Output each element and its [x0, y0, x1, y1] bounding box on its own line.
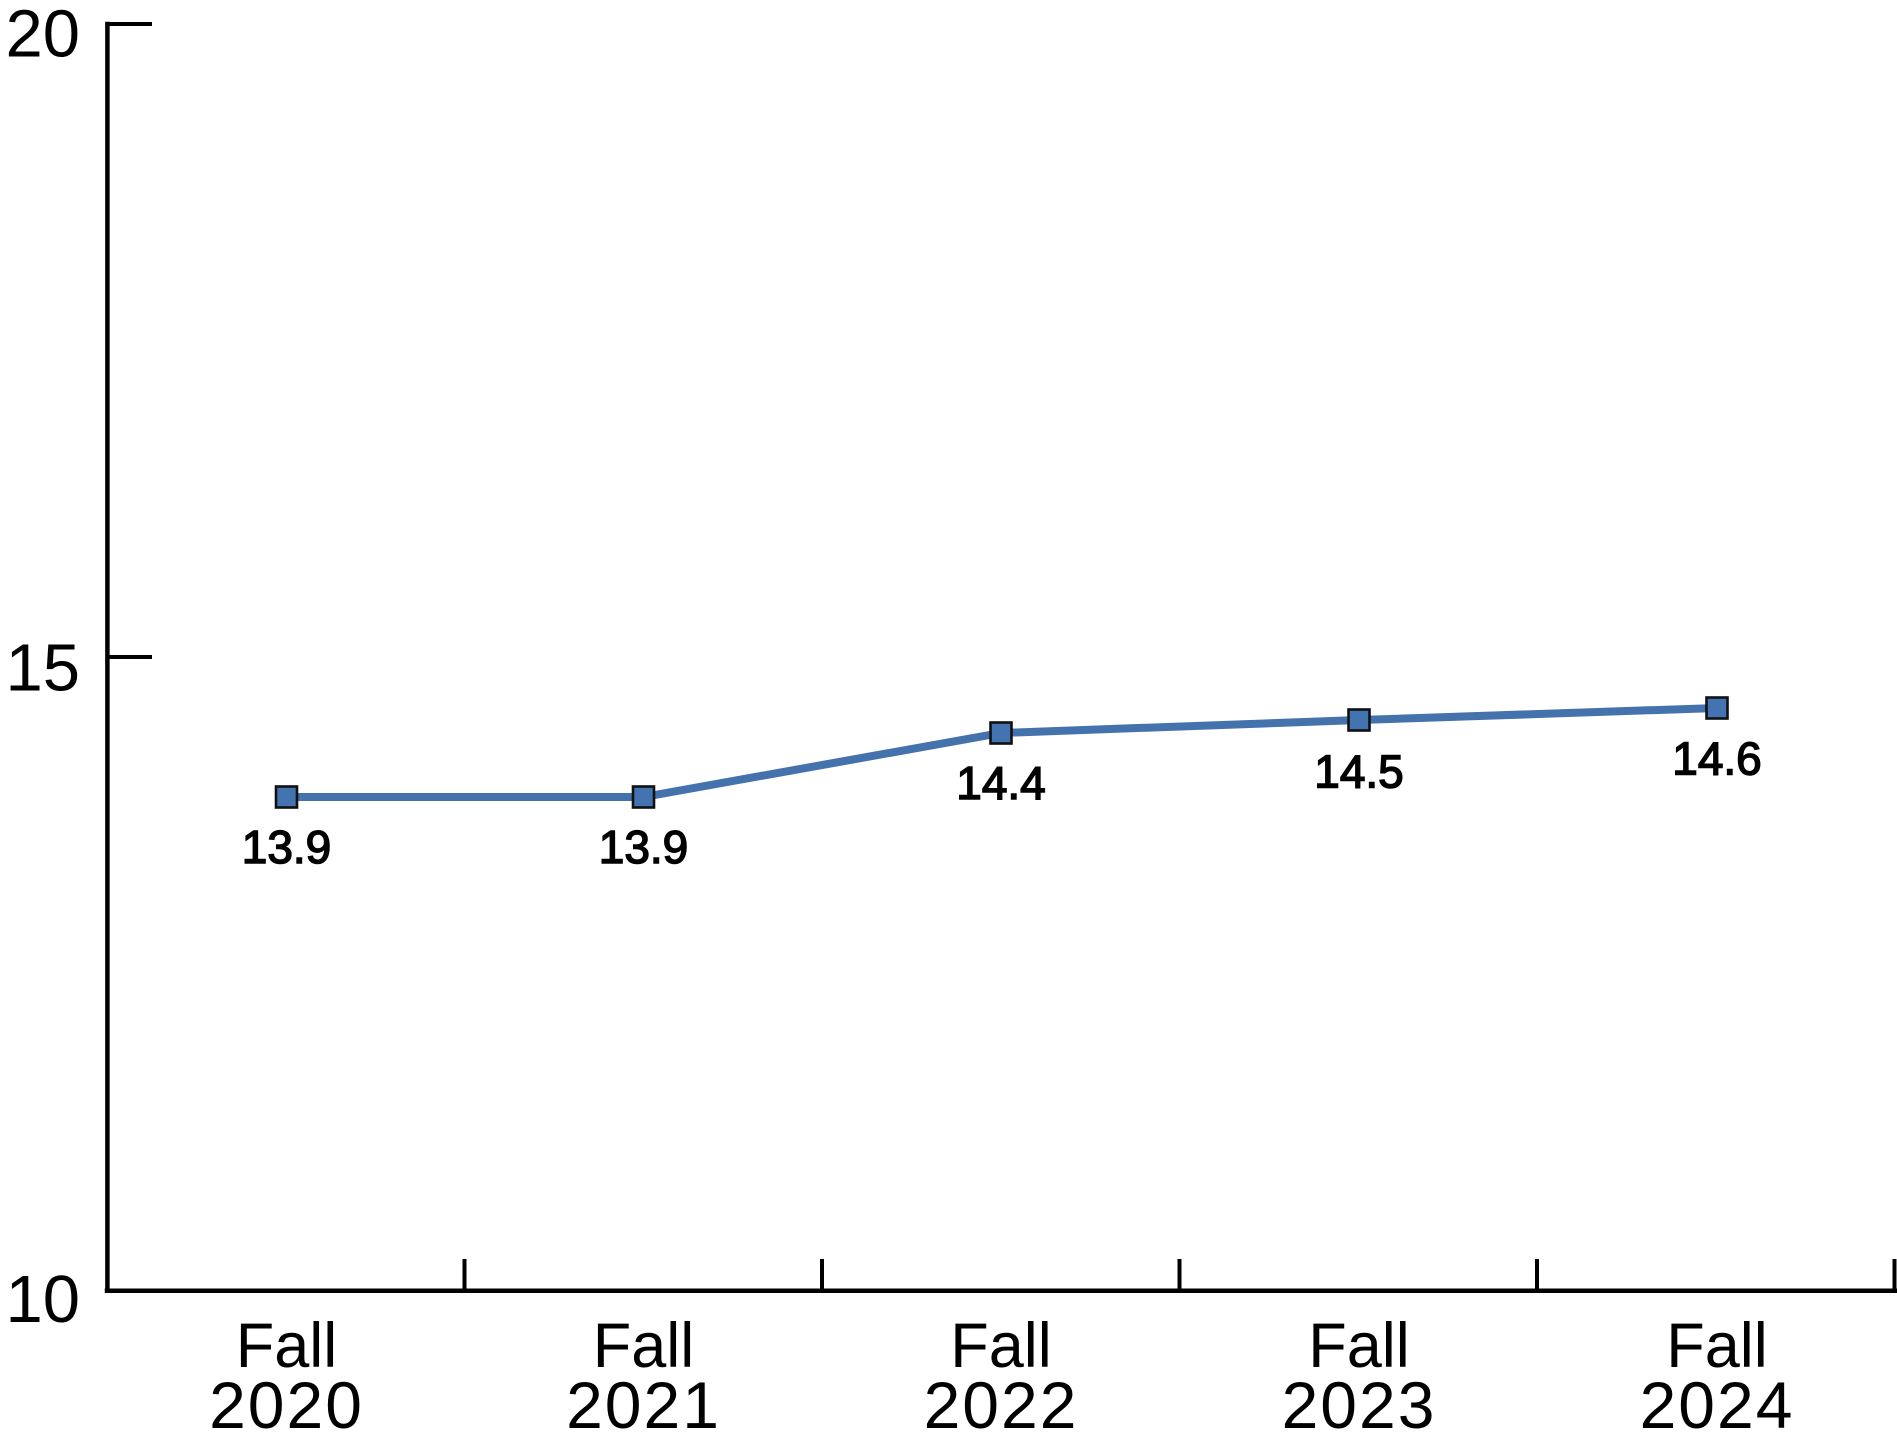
- svg-text:2022: 2022: [924, 1368, 1079, 1441]
- svg-text:2021: 2021: [566, 1368, 721, 1441]
- svg-text:2023: 2023: [1282, 1368, 1437, 1441]
- svg-text:14.5: 14.5: [1314, 746, 1404, 798]
- svg-text:2020: 2020: [209, 1368, 364, 1441]
- svg-text:13.9: 13.9: [242, 821, 332, 873]
- svg-text:20: 20: [5, 0, 80, 72]
- svg-text:15: 15: [5, 631, 80, 706]
- svg-text:Fall: Fall: [236, 1311, 338, 1381]
- svg-text:13.9: 13.9: [599, 821, 689, 873]
- svg-text:Fall: Fall: [593, 1311, 695, 1381]
- svg-text:14.6: 14.6: [1672, 733, 1762, 785]
- svg-text:14.4: 14.4: [956, 757, 1046, 809]
- svg-text:2024: 2024: [1640, 1368, 1795, 1441]
- svg-text:Fall: Fall: [1308, 1311, 1410, 1381]
- svg-text:Fall: Fall: [950, 1311, 1052, 1381]
- svg-text:Fall: Fall: [1666, 1311, 1768, 1381]
- svg-text:10: 10: [5, 1262, 80, 1337]
